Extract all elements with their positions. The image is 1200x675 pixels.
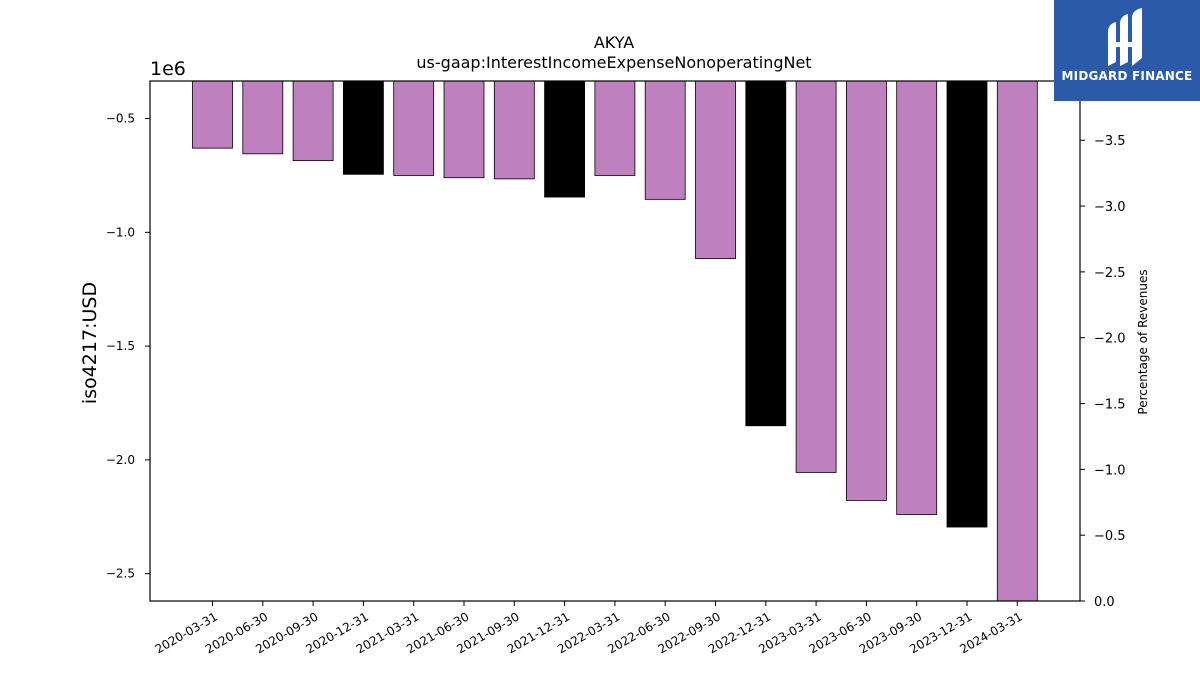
y-tick-label: −0.5 <box>106 112 135 126</box>
bar <box>795 80 837 473</box>
y2-tick-label: 0.0 <box>1094 595 1115 610</box>
bar <box>896 80 938 515</box>
bar <box>695 80 736 259</box>
y-offset-label: 1e6 <box>150 58 186 80</box>
bar <box>544 80 585 198</box>
bar <box>443 80 485 179</box>
y-tick-label: −1.5 <box>106 339 135 353</box>
y2-tick-label: −1.5 <box>1094 398 1126 413</box>
y-tick-label: −2.0 <box>106 453 135 467</box>
bar <box>644 80 686 200</box>
y2-tick-label: −2.0 <box>1094 332 1126 347</box>
y2-tick-label: −3.5 <box>1094 134 1126 149</box>
y-axis-label: iso4217:USD <box>79 282 101 404</box>
chart-title: AKYA <box>594 33 634 52</box>
y2-tick-label: −0.5 <box>1094 529 1126 544</box>
bar <box>493 80 535 180</box>
bar <box>393 80 435 176</box>
bar <box>242 80 284 155</box>
y2-tick-label: −3.0 <box>1094 200 1126 215</box>
bar <box>745 80 787 427</box>
bar <box>192 80 233 149</box>
bar <box>342 80 384 175</box>
bar <box>292 80 334 162</box>
brand-logo: MIDGARD FINANCE <box>1054 0 1200 101</box>
bar <box>946 80 988 528</box>
y-tick-label: −2.5 <box>106 567 135 581</box>
y-tick-label: −1.0 <box>106 225 135 239</box>
bar <box>996 80 1038 602</box>
chart-subtitle: us-gaap:InterestIncomeExpenseNonoperatin… <box>416 53 811 72</box>
midgard-logo-icon <box>1108 8 1142 66</box>
y2-axis-label: Percentage of Revenues <box>1136 269 1150 414</box>
y2-tick-label: −1.0 <box>1094 463 1126 478</box>
bar <box>594 80 636 176</box>
bars-group <box>192 80 1038 602</box>
bar <box>846 80 887 501</box>
y2-tick-label: −2.5 <box>1094 266 1126 281</box>
logo-text: MIDGARD FINANCE <box>1061 69 1193 83</box>
plot-frame <box>149 80 1081 602</box>
